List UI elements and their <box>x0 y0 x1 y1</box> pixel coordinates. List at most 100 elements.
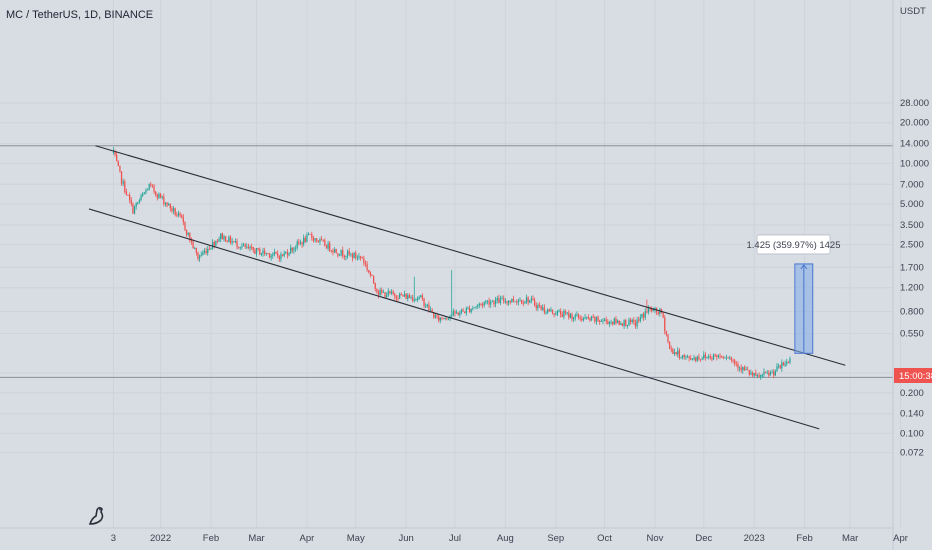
candle-body <box>771 371 773 373</box>
candle-body <box>478 303 480 306</box>
candle-body <box>439 317 441 321</box>
candle-body <box>433 312 435 318</box>
candle-body <box>586 317 588 319</box>
candle-body <box>208 248 211 250</box>
candle-body <box>454 311 456 314</box>
candle-body <box>403 293 406 297</box>
candle-body <box>467 308 469 310</box>
candle-body <box>176 214 178 216</box>
candle-body <box>452 311 454 316</box>
candle-body <box>485 301 487 303</box>
candle-body <box>607 321 609 325</box>
candle-body <box>281 254 284 256</box>
candle-body <box>296 241 298 248</box>
candle-body <box>753 373 755 376</box>
candle-body <box>745 369 747 371</box>
candle-body <box>174 208 176 215</box>
candle-body <box>172 208 175 211</box>
candle-body <box>353 252 355 259</box>
candle-body <box>533 300 536 306</box>
candle-body <box>618 320 620 325</box>
candle-body <box>229 236 232 243</box>
price-tick-label: 20.000 <box>900 118 929 129</box>
candle-body <box>621 323 624 326</box>
candle-body <box>446 318 448 319</box>
candle-body <box>477 305 479 307</box>
candle-body <box>538 305 541 306</box>
candle-body <box>179 213 181 216</box>
candle-body <box>525 297 528 302</box>
candle-body <box>616 320 619 324</box>
candle-body <box>413 299 415 301</box>
candle-body <box>187 232 189 235</box>
candle-body <box>756 375 759 376</box>
candle-body <box>202 252 204 255</box>
candle-body <box>773 371 775 376</box>
channel-upper-line[interactable] <box>95 145 846 366</box>
candle-body <box>597 316 599 321</box>
candle-body <box>322 239 324 241</box>
candle-body <box>265 253 267 254</box>
candle-body <box>234 241 237 242</box>
time-tick-label: Jul <box>449 533 461 544</box>
candle-body <box>605 319 607 322</box>
price-axis[interactable]: 28.000 20.000 14.000 10.000 7.000 5.000 3.500 2… <box>894 98 932 459</box>
candle-body <box>390 291 393 294</box>
candle-body <box>678 350 681 359</box>
candle-body <box>114 152 116 155</box>
candle-body <box>535 305 537 309</box>
measure-tool[interactable]: 1.425 (359.97%) 1425 <box>746 234 841 354</box>
candle-body <box>371 275 373 277</box>
candle-body <box>133 206 136 214</box>
candle-body <box>647 307 650 313</box>
candle-body <box>680 357 682 359</box>
candle-body <box>277 253 279 256</box>
candle-body <box>789 358 791 363</box>
horizontal-lines[interactable] <box>0 145 893 378</box>
price-tick-label: 0.100 <box>900 428 924 439</box>
candle-body <box>612 321 614 325</box>
candle-body <box>755 373 757 376</box>
candle-body <box>719 355 721 357</box>
candle-body <box>259 249 261 255</box>
candle-body <box>573 317 575 320</box>
price-tick-label: 1.200 <box>900 283 924 294</box>
candle-body <box>291 247 293 251</box>
candle-body <box>140 195 142 200</box>
candle-body <box>768 372 770 376</box>
candle-body <box>764 371 767 373</box>
candle-body <box>260 253 263 255</box>
candle-body <box>537 305 539 309</box>
candle-body <box>520 300 523 304</box>
candle-body <box>527 297 529 303</box>
price-tick-label: 0.140 <box>900 409 924 420</box>
candle-body <box>255 248 258 254</box>
candle-body <box>704 354 707 358</box>
candle-body <box>673 352 676 354</box>
candle-body <box>181 215 183 218</box>
candle-body <box>425 306 427 307</box>
candle-body <box>164 202 167 204</box>
candle-body <box>747 369 749 371</box>
candle-body <box>460 309 463 313</box>
candle-body <box>342 250 344 257</box>
channel-lower-line[interactable] <box>88 208 820 430</box>
candle-body <box>364 262 367 265</box>
time-tick-label: Aug <box>497 533 514 544</box>
candle-body <box>766 372 768 374</box>
candle-body <box>278 255 280 260</box>
candle-body <box>662 312 664 318</box>
candle-body <box>376 288 378 292</box>
candle-body <box>213 241 215 246</box>
candle-body <box>708 356 710 358</box>
time-axis[interactable]: 3 2022 Feb Mar Apr May Jun Jul Aug Sep Oct Nov Dec 20… <box>111 533 908 544</box>
candle-body <box>695 357 697 361</box>
candle-body <box>592 316 594 318</box>
candle-body <box>410 297 412 299</box>
candle-body <box>303 237 305 245</box>
trend-channel[interactable] <box>88 145 846 430</box>
candle-body <box>132 203 134 214</box>
candle-body <box>423 298 425 307</box>
